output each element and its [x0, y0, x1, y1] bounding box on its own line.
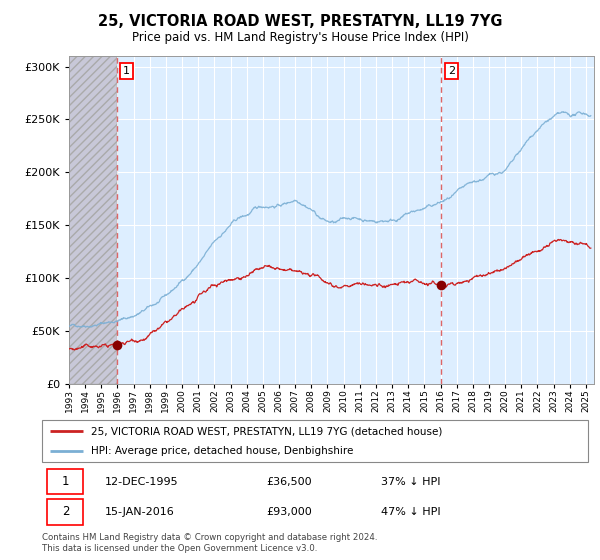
- Text: 1: 1: [62, 475, 69, 488]
- Text: 1: 1: [123, 66, 130, 76]
- FancyBboxPatch shape: [42, 420, 588, 462]
- Text: 25, VICTORIA ROAD WEST, PRESTATYN, LL19 7YG: 25, VICTORIA ROAD WEST, PRESTATYN, LL19 …: [98, 14, 502, 29]
- Text: 2: 2: [448, 66, 455, 76]
- Text: 25, VICTORIA ROAD WEST, PRESTATYN, LL19 7YG (detached house): 25, VICTORIA ROAD WEST, PRESTATYN, LL19 …: [91, 426, 443, 436]
- Bar: [69, 56, 116, 384]
- Text: Contains HM Land Registry data © Crown copyright and database right 2024.
This d: Contains HM Land Registry data © Crown c…: [42, 533, 377, 553]
- Text: £93,000: £93,000: [266, 507, 311, 517]
- Text: HPI: Average price, detached house, Denbighshire: HPI: Average price, detached house, Denb…: [91, 446, 353, 456]
- FancyBboxPatch shape: [47, 469, 83, 494]
- Text: 12-DEC-1995: 12-DEC-1995: [105, 477, 178, 487]
- FancyBboxPatch shape: [47, 499, 83, 525]
- Text: 2: 2: [62, 505, 69, 519]
- Text: 15-JAN-2016: 15-JAN-2016: [105, 507, 175, 517]
- Text: £36,500: £36,500: [266, 477, 311, 487]
- Text: Price paid vs. HM Land Registry's House Price Index (HPI): Price paid vs. HM Land Registry's House …: [131, 31, 469, 44]
- Text: 47% ↓ HPI: 47% ↓ HPI: [380, 507, 440, 517]
- Text: 37% ↓ HPI: 37% ↓ HPI: [380, 477, 440, 487]
